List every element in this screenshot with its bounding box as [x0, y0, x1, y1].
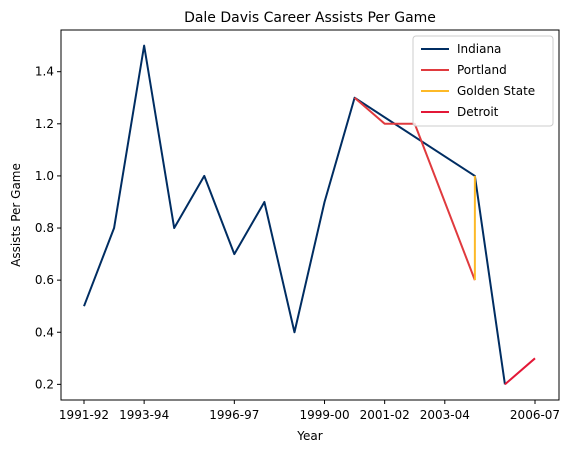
- x-tick-label: 2003-04: [420, 408, 470, 422]
- y-tick-label: 0.6: [35, 273, 54, 287]
- x-tick-label: 1991-92: [59, 408, 109, 422]
- x-tick-label: 2006-07: [510, 408, 560, 422]
- chart-title: Dale Davis Career Assists Per Game: [184, 10, 436, 26]
- legend-label: Indiana: [457, 42, 501, 56]
- y-tick-label: 1.2: [35, 117, 54, 131]
- legend-label: Detroit: [457, 105, 499, 119]
- x-axis: 1991-92 1993-94 1996-97 1999-00 2001-02 2003-…: [59, 400, 560, 422]
- y-tick-label: 1.0: [35, 169, 54, 183]
- x-tick-label: 1993-94: [119, 408, 169, 422]
- x-tick-label: 1996-97: [209, 408, 259, 422]
- legend: Indiana Portland Golden State Detroit: [413, 36, 553, 126]
- x-tick-label: 2001-02: [360, 408, 410, 422]
- y-tick-label: 1.4: [35, 65, 54, 79]
- legend-label: Golden State: [457, 84, 535, 98]
- y-tick-label: 0.4: [35, 325, 54, 339]
- y-axis: 0.2 0.4 0.6 0.8 1.0 1.2 1.4: [35, 65, 61, 392]
- y-tick-label: 0.2: [35, 377, 54, 391]
- x-axis-title: Year: [296, 429, 322, 443]
- x-tick-label: 1999-00: [299, 408, 349, 422]
- y-tick-label: 0.8: [35, 221, 54, 235]
- legend-label: Portland: [457, 63, 507, 77]
- y-axis-title: Assists Per Game: [9, 163, 23, 267]
